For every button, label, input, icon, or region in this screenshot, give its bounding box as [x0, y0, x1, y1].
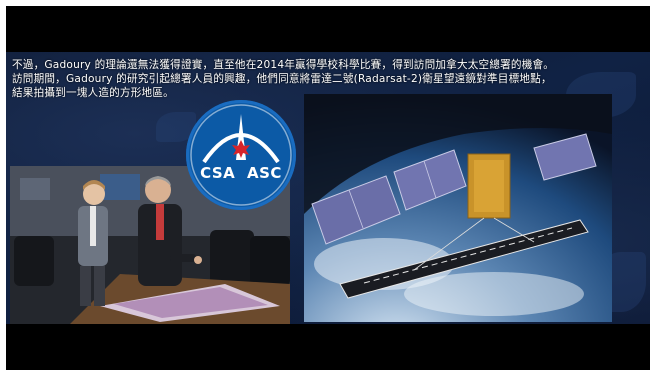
caption-line-2: 訪問期間，Gadoury 的研究引起總署人員的興趣，他們同意將雷達二號(Rada… [12, 73, 552, 85]
csa-logo-icon [190, 104, 292, 206]
caption-line-1: 不過，Gadoury 的理論還無法獲得證實，直至他在2014年贏得學校科學比賽，… [12, 59, 555, 71]
caption-line-3: 結果拍攝到一塊人造的方形地區。 [12, 87, 174, 99]
satellite-illustration [304, 94, 612, 322]
subtitle-caption: 不過，Gadoury 的理論還無法獲得證實，直至他在2014年贏得學校科學比賽，… [12, 58, 644, 100]
logo-text-asc: ASC [247, 164, 282, 182]
logo-text-csa: CSA [200, 164, 236, 182]
radarsat-satellite-image [304, 94, 612, 322]
slide: 不過，Gadoury 的理論還無法獲得證實，直至他在2014年贏得學校科學比賽，… [6, 52, 650, 324]
meeting-photo [10, 166, 290, 324]
csa-logo: CSA ASC [186, 100, 296, 210]
meeting-photo-illustration [10, 166, 290, 324]
csa-logo-text: CSA ASC [186, 164, 296, 182]
